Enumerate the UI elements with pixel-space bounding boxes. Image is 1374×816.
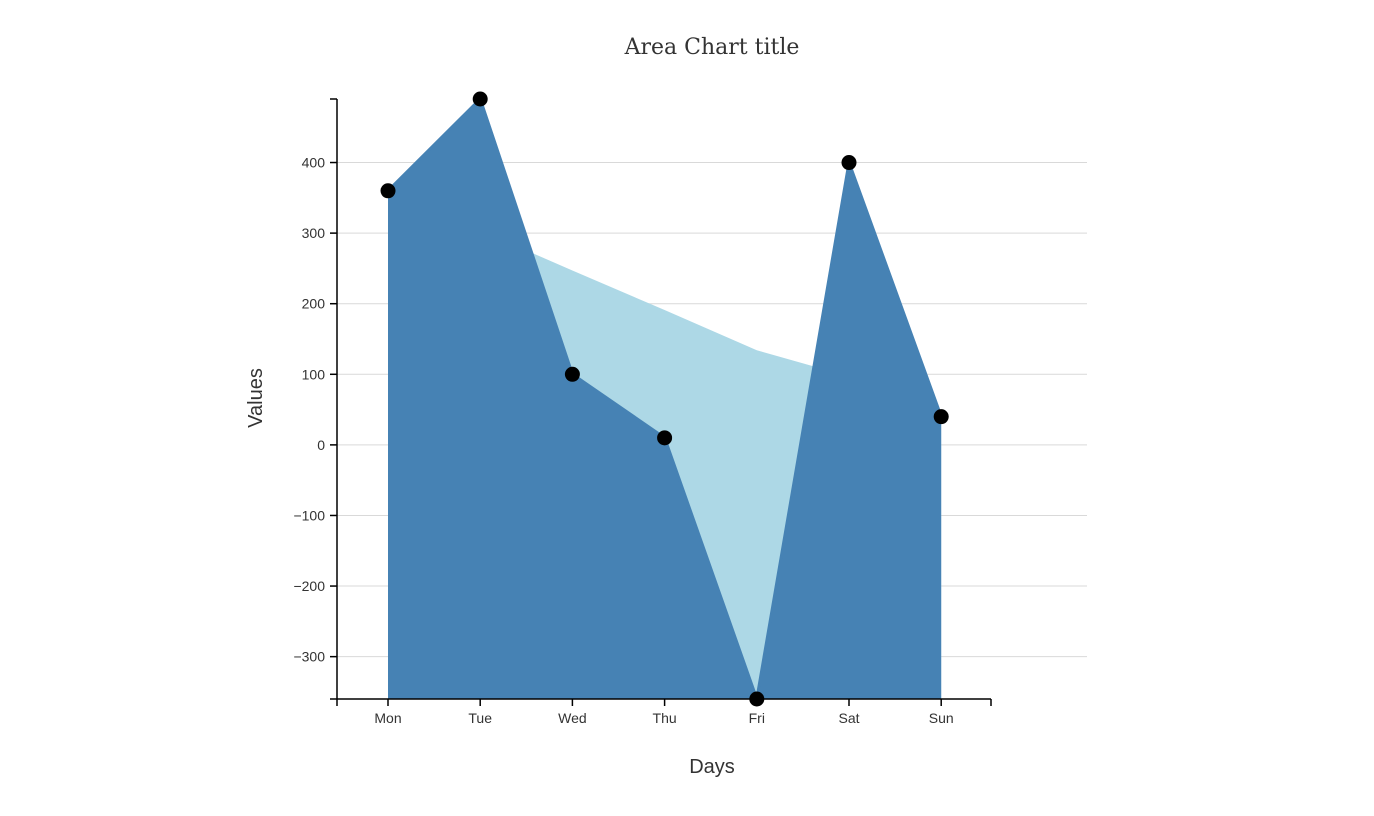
y-tick-label: 100 — [302, 366, 326, 382]
series-1-area — [388, 99, 942, 699]
y-tick-label: 300 — [302, 225, 326, 241]
data-point[interactable] — [657, 430, 673, 446]
x-tick-label: Sun — [929, 710, 954, 726]
x-tick-label: Wed — [558, 710, 587, 726]
data-point[interactable] — [380, 183, 396, 199]
x-tick-label: Tue — [468, 710, 492, 726]
y-tick-label: 0 — [317, 437, 325, 453]
y-tick-label: 200 — [302, 296, 326, 312]
data-points — [380, 91, 949, 707]
y-tick-label: −200 — [293, 578, 325, 594]
data-point[interactable] — [749, 691, 765, 707]
x-tick-label: Fri — [749, 710, 765, 726]
x-tick-label: Sat — [838, 710, 859, 726]
x-tick-label: Thu — [653, 710, 677, 726]
y-tick-label: −300 — [293, 649, 325, 665]
y-axis-label: Values — [245, 368, 267, 428]
x-tick-label: Mon — [374, 710, 401, 726]
y-tick-label: 400 — [302, 155, 326, 171]
data-point[interactable] — [841, 155, 857, 171]
data-point[interactable] — [564, 366, 580, 382]
y-tick-label: −100 — [293, 507, 325, 523]
axes: −300 −200 −100 0 100 200 300 400 Mon Tue Wed Thu Fri… — [293, 98, 992, 726]
chart-title: Area Chart title — [624, 35, 800, 60]
x-axis-label: Days — [689, 756, 735, 778]
data-point[interactable] — [472, 91, 488, 107]
data-point[interactable] — [933, 409, 949, 425]
